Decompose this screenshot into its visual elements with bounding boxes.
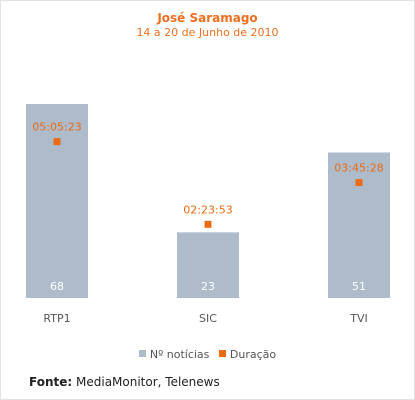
category-label: RTP1: [43, 312, 70, 325]
duration-marker: [355, 179, 363, 187]
legend-swatch-news-count: [138, 350, 146, 357]
source-note: Fonte: MediaMonitor, Telenews: [29, 375, 220, 389]
chart-title: José Saramago: [157, 11, 258, 25]
duration-label: 05:05:23: [32, 121, 81, 134]
bar-sic: [177, 232, 239, 298]
category-label: SIC: [199, 312, 217, 325]
legend-label-news-count: Nº notícias: [149, 348, 210, 361]
chart-legend: Nº notícias Duração: [1, 348, 414, 361]
legend-swatch-duration: [218, 350, 226, 357]
bar-value-label: 68: [50, 280, 64, 293]
source-label: Fonte:: [29, 375, 73, 389]
duration-marker: [204, 220, 212, 228]
legend-item-news-count: Nº notícias: [138, 348, 210, 361]
bar-tvi: [328, 152, 390, 298]
duration-label: 02:23:53: [183, 203, 232, 216]
legend-item-duration: Duração: [218, 348, 277, 361]
bar-rtp1: [26, 104, 88, 298]
duration-label: 03:45:28: [334, 162, 383, 175]
duration-marker: [53, 138, 61, 146]
bar-value-label: 23: [201, 280, 215, 293]
bar-value-label: 51: [352, 280, 366, 293]
category-label: TVI: [349, 312, 368, 325]
chart-plot: 68 RTP1 05:05:23 23 SIC 02:23:53 51 TVI 03:45:28: [26, 104, 390, 325]
chart-subtitle: 14 a 20 de Junho de 2010: [136, 26, 279, 39]
legend-label-duration: Duração: [229, 348, 277, 361]
source-text: MediaMonitor, Telenews: [76, 375, 220, 389]
